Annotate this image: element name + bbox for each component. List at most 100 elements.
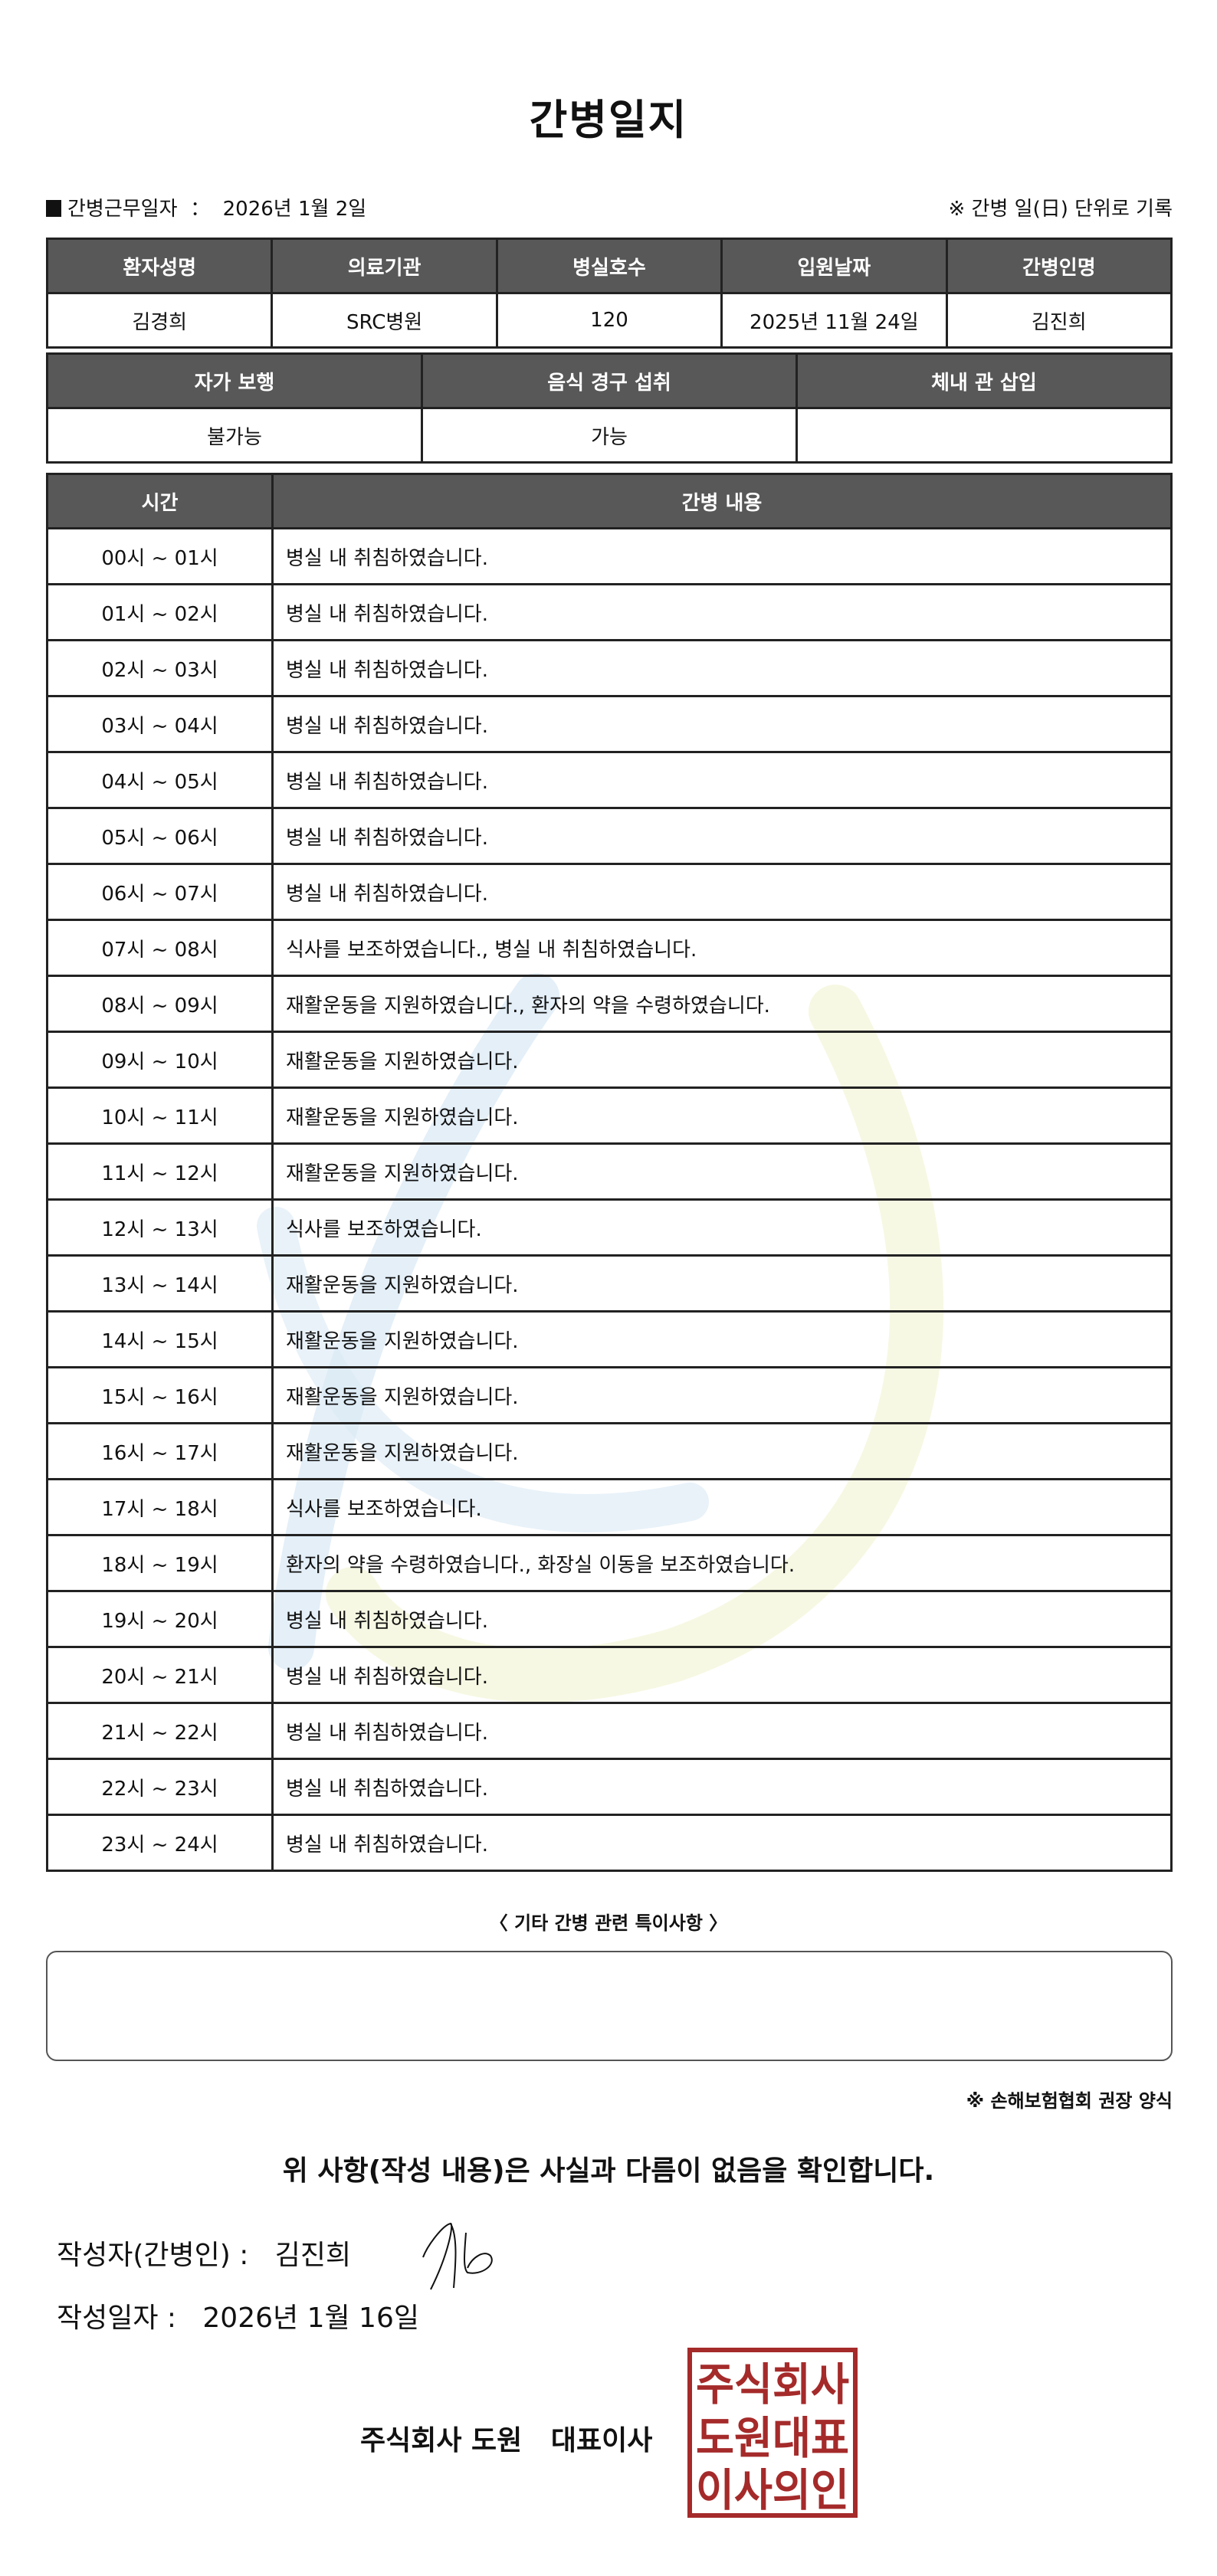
time-cell: 01시 ~ 02시 — [46, 583, 274, 641]
content-cell: 병실 내 취침하였습니다. — [271, 695, 1173, 753]
written-date-line: 작성일자 : 2026년 1월 16일 — [57, 2296, 419, 2335]
table-row: 19시 ~ 20시 병실 내 취침하였습니다. — [46, 1590, 1173, 1648]
status-value — [795, 407, 1173, 464]
content-cell: 재활운동을 지원하였습니다. — [271, 1142, 1173, 1201]
time-cell: 14시 ~ 15시 — [46, 1310, 274, 1368]
table-row: 14시 ~ 15시 재활운동을 지원하였습니다. — [46, 1310, 1173, 1368]
table-row: 11시 ~ 12시 재활운동을 지원하였습니다. — [46, 1142, 1173, 1201]
status-value: 불가능 — [46, 407, 423, 464]
table-row: 08시 ~ 09시 재활운동을 지원하였습니다., 환자의 약을 수령하였습니다. — [46, 975, 1173, 1033]
confirmation-statement: 위 사항(작성 내용)은 사실과 다름이 없음을 확인합니다. — [282, 2155, 935, 2187]
time-cell: 18시 ~ 19시 — [46, 1534, 274, 1592]
content-cell: 병실 내 취침하였습니다. — [271, 863, 1173, 921]
patient-header: 간병인명 — [945, 238, 1173, 294]
table-row: 18시 ~ 19시 환자의 약을 수령하였습니다., 화장실 이동을 보조하였습니… — [46, 1534, 1173, 1592]
patient-header: 병실호수 — [495, 238, 723, 294]
time-cell: 06시 ~ 07시 — [46, 863, 274, 921]
content-cell: 환자의 약을 수령하였습니다., 화장실 이동을 보조하였습니다. — [271, 1534, 1173, 1592]
signature — [422, 2222, 493, 2290]
svg-text:도원대표: 도원대표 — [696, 2412, 849, 2464]
content-cell: 재활운동을 지원하였습니다. — [271, 1254, 1173, 1313]
content-cell: 병실 내 취침하였습니다. — [271, 1758, 1173, 1816]
table-row: 13시 ~ 14시 재활운동을 지원하였습니다. — [46, 1254, 1173, 1313]
content-cell: 재활운동을 지원하였습니다., 환자의 약을 수령하였습니다. — [271, 975, 1173, 1033]
table-row: 02시 ~ 03시 병실 내 취침하였습니다. — [46, 639, 1173, 697]
content-cell: 식사를 보조하였습니다., 병실 내 취침하였습니다. — [271, 919, 1173, 977]
author-name: 김진희 — [274, 2240, 352, 2271]
time-cell: 12시 ~ 13시 — [46, 1198, 274, 1257]
time-cell: 16시 ~ 17시 — [46, 1422, 274, 1480]
time-cell: 11시 ~ 12시 — [46, 1142, 274, 1201]
notes-title: 〈 기타 간병 관련 특이사항 〉 — [489, 1912, 728, 1934]
author-label: 작성자(간병인) : — [57, 2240, 249, 2271]
time-cell: 05시 ~ 06시 — [46, 807, 274, 865]
content-cell: 병실 내 취침하였습니다. — [271, 1646, 1173, 1704]
association-note: ※ 손해보험협회 권장 양식 — [966, 2090, 1173, 2112]
patient-table: 환자성명 의료기관 병실호수 입원날짜 간병인명 김경희 SRC병원 120 2025년 11월… — [45, 238, 1173, 349]
table-row: 22시 ~ 23시 병실 내 취침하였습니다. — [46, 1758, 1173, 1816]
content-cell: 재활운동을 지원하였습니다. — [271, 1366, 1173, 1424]
content-cell: 식사를 보조하였습니다. — [271, 1198, 1173, 1257]
work-date-value: 2026년 1월 2일 — [222, 198, 367, 221]
content-cell: 병실 내 취침하였습니다. — [271, 527, 1173, 585]
time-cell: 04시 ~ 05시 — [46, 751, 274, 809]
patient-header: 의료기관 — [271, 238, 498, 294]
table-row: 05시 ~ 06시 병실 내 취침하였습니다. — [46, 807, 1173, 865]
patient-value: 2025년 11월 24일 — [720, 292, 948, 349]
table-row: 03시 ~ 04시 병실 내 취침하였습니다. — [46, 695, 1173, 753]
patient-header: 입원날짜 — [720, 238, 948, 294]
table-row: 00시 ~ 01시 병실 내 취침하였습니다. — [46, 527, 1173, 585]
record-note: ※ 간병 일(日) 단위로 기록 — [948, 198, 1173, 221]
content-cell: 재활운동을 지원하였습니다. — [271, 1031, 1173, 1089]
table-row: 21시 ~ 22시 병실 내 취침하였습니다. — [46, 1702, 1173, 1760]
status-value: 가능 — [421, 407, 798, 464]
status-header: 음식 경구 섭취 — [421, 352, 798, 409]
table-row: 06시 ~ 07시 병실 내 취침하였습니다. — [46, 863, 1173, 921]
table-row: 20시 ~ 21시 병실 내 취침하였습니다. — [46, 1646, 1173, 1704]
time-cell: 08시 ~ 09시 — [46, 975, 274, 1033]
time-cell: 20시 ~ 21시 — [46, 1646, 274, 1704]
time-cell: 00시 ~ 01시 — [46, 527, 274, 585]
time-cell: 02시 ~ 03시 — [46, 639, 274, 697]
notes-box[interactable] — [46, 1951, 1173, 2061]
time-cell: 17시 ~ 18시 — [46, 1478, 274, 1536]
content-cell: 병실 내 취침하였습니다. — [271, 1702, 1173, 1760]
content-cell: 병실 내 취침하였습니다. — [271, 1814, 1173, 1872]
table-row: 23시 ~ 24시 병실 내 취침하였습니다. — [46, 1814, 1173, 1872]
content-cell: 병실 내 취침하였습니다. — [271, 1590, 1173, 1648]
square-bullet-icon — [46, 200, 61, 217]
time-cell: 19시 ~ 20시 — [46, 1590, 274, 1648]
content-cell: 재활운동을 지원하였습니다. — [271, 1310, 1173, 1368]
table-row: 09시 ~ 10시 재활운동을 지원하였습니다. — [46, 1031, 1173, 1089]
care-log-table: 시간 간병 내용 00시 ~ 01시 병실 내 취침하였습니다. 01시 ~ 02시 병… — [46, 473, 1173, 1872]
table-row: 01시 ~ 02시 병실 내 취침하였습니다. — [46, 583, 1173, 641]
table-row: 15시 ~ 16시 재활운동을 지원하였습니다. — [46, 1366, 1173, 1424]
time-cell: 07시 ~ 08시 — [46, 919, 274, 977]
work-date-separator: ： — [190, 198, 211, 221]
content-cell: 식사를 보조하였습니다. — [271, 1478, 1173, 1536]
content-cell: 병실 내 취침하였습니다. — [271, 807, 1173, 865]
svg-text:주식회사: 주식회사 — [696, 2358, 849, 2410]
time-cell: 23시 ~ 24시 — [46, 1814, 274, 1872]
status-header: 자가 보행 — [46, 352, 423, 409]
content-cell: 병실 내 취침하였습니다. — [271, 583, 1173, 641]
patient-value: 김경희 — [45, 292, 274, 349]
company-seal: 주식회사 도원대표 이사의인 — [687, 2348, 858, 2518]
content-cell: 병실 내 취침하였습니다. — [271, 639, 1173, 697]
time-cell: 13시 ~ 14시 — [46, 1254, 274, 1313]
svg-text:이사의인: 이사의인 — [696, 2464, 849, 2516]
author-line: 작성자(간병인) : 김진희 — [57, 2233, 351, 2273]
table-row: 17시 ~ 18시 식사를 보조하였습니다. — [46, 1478, 1173, 1536]
company-representative: 주식회사 도원 대표이사 — [360, 2425, 653, 2456]
work-date: 간병근무일자 ： 2026년 1월 2일 — [46, 193, 366, 221]
header-time: 시간 — [46, 473, 274, 529]
content-cell: 재활운동을 지원하였습니다. — [271, 1086, 1173, 1145]
content-cell: 병실 내 취침하였습니다. — [271, 751, 1173, 809]
table-row: 16시 ~ 17시 재활운동을 지원하였습니다. — [46, 1422, 1173, 1480]
time-cell: 09시 ~ 10시 — [46, 1031, 274, 1089]
table-row: 10시 ~ 11시 재활운동을 지원하였습니다. — [46, 1086, 1173, 1145]
header-content: 간병 내용 — [271, 473, 1173, 529]
work-date-label: 간병근무일자 — [67, 198, 178, 221]
table-row: 04시 ~ 05시 병실 내 취침하였습니다. — [46, 751, 1173, 809]
patient-value: 김진희 — [945, 292, 1173, 349]
